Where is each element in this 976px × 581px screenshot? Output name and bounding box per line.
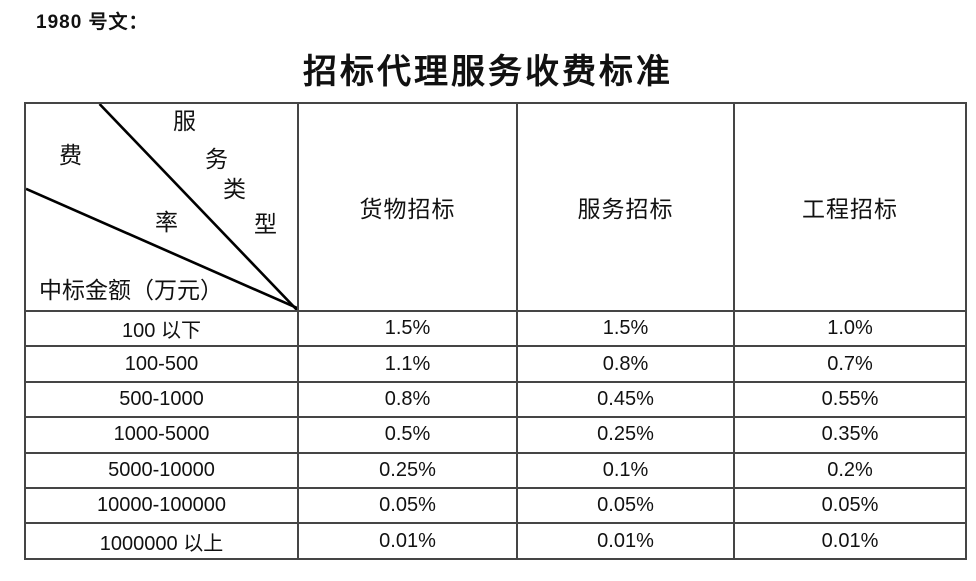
column-header-engineering: 工程招标 — [733, 102, 967, 312]
corner-label-service-char: 服 — [173, 109, 196, 134]
rate-cell: 0.01% — [297, 522, 518, 560]
rate-cell: 0.05% — [297, 486, 518, 525]
table-row: 1000000 以上 0.01% 0.01% 0.01% — [24, 522, 967, 560]
rate-cell: 0.25% — [516, 416, 735, 454]
table-row: 5000-10000 0.25% 0.1% 0.2% — [24, 451, 967, 489]
table-row: 100-500 1.1% 0.8% 0.7% — [24, 345, 967, 383]
rate-cell: 1.0% — [733, 309, 967, 348]
amount-range-cell: 1000-5000 — [24, 416, 299, 454]
corner-label-fee-char: 费 — [59, 143, 82, 168]
column-header-service: 服务招标 — [516, 102, 735, 312]
rate-cell: 0.7% — [733, 345, 967, 383]
rate-cell: 1.5% — [516, 309, 735, 348]
diagonal-corner-content: 服 务 类 型 费 率 中标金额（万元） — [26, 104, 297, 310]
rate-cell: 0.05% — [516, 486, 735, 525]
corner-label-amount: 中标金额（万元） — [39, 278, 223, 303]
diagonal-corner-cell: 服 务 类 型 费 率 中标金额（万元） — [24, 102, 299, 312]
amount-range-cell: 100-500 — [24, 345, 299, 383]
rate-cell: 0.8% — [297, 380, 518, 419]
amount-range-cell: 500-1000 — [24, 380, 299, 419]
corner-label-service-char: 务 — [205, 147, 228, 172]
rate-cell: 0.25% — [297, 451, 518, 489]
table-row: 500-1000 0.8% 0.45% 0.55% — [24, 380, 967, 419]
amount-range-cell: 10000-100000 — [24, 486, 299, 525]
rate-cell: 0.55% — [733, 380, 967, 419]
corner-label-service-char: 类 — [223, 177, 246, 202]
column-header-goods: 货物招标 — [297, 102, 518, 312]
document-ref-label: 1980 号文： — [36, 12, 149, 33]
corner-label-service-char: 型 — [254, 212, 277, 237]
table-row: 10000-100000 0.05% 0.05% 0.05% — [24, 486, 967, 525]
rate-cell: 1.1% — [297, 345, 518, 383]
table-header-row: 服 务 类 型 费 率 中标金额（万元） 货物招标 服务招标 工程招标 — [24, 102, 967, 312]
page-title: 招标代理服务收费标准 — [303, 54, 673, 91]
rate-cell: 0.2% — [733, 451, 967, 489]
rate-cell: 1.5% — [297, 309, 518, 348]
rate-cell: 0.1% — [516, 451, 735, 489]
table-row: 1000-5000 0.5% 0.25% 0.35% — [24, 416, 967, 454]
amount-range-cell: 100 以下 — [24, 309, 299, 348]
rate-cell: 0.35% — [733, 416, 967, 454]
amount-range-cell: 1000000 以上 — [24, 522, 299, 560]
rate-cell: 0.8% — [516, 345, 735, 383]
amount-range-cell: 5000-10000 — [24, 451, 299, 489]
fee-standard-table: 服 务 类 型 费 率 中标金额（万元） 货物招标 服务招标 工程招标 100 … — [24, 102, 967, 560]
rate-cell: 0.01% — [733, 522, 967, 560]
rate-cell: 0.05% — [733, 486, 967, 525]
corner-label-fee-char: 率 — [155, 210, 178, 235]
rate-cell: 0.5% — [297, 416, 518, 454]
diagonal-split-lines — [26, 104, 297, 310]
rate-cell: 0.45% — [516, 380, 735, 419]
table-row: 100 以下 1.5% 1.5% 1.0% — [24, 309, 967, 348]
rate-cell: 0.01% — [516, 522, 735, 560]
